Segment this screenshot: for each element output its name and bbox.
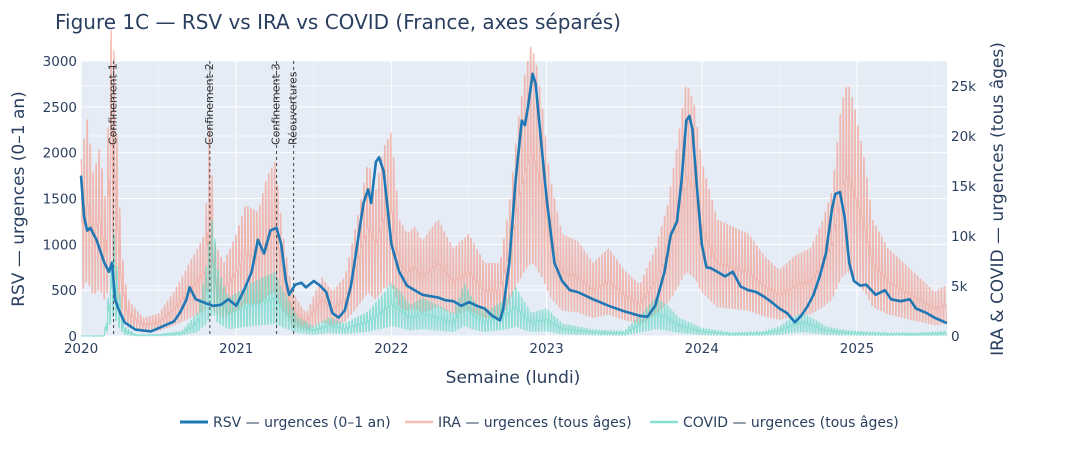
y-left-tick-label: 0 [68,329,77,345]
y-right-tick-label: 5k [951,279,968,295]
y-right-tick-label: 25k [951,79,976,95]
y-left-tick-label: 3000 [43,54,77,70]
chart-title: Figure 1C — RSV vs IRA vs COVID (France,… [55,10,621,34]
covid-line [81,220,947,337]
legend-item[interactable]: COVID — urgences (tous âges) [650,415,899,431]
y-right-tick-label: 15k [951,179,976,195]
y-left-tick-label: 2000 [43,146,77,162]
x-axis-title: Semaine (lundi) [446,368,581,388]
rsv-line [79,72,948,333]
legend-label: COVID — urgences (tous âges) [683,415,899,431]
axes: 2020 2021 2022 2023 2024 2025 0 500 1000 1500 2000… [43,54,977,357]
ira-line [80,30,947,333]
annotations: Confinement-1 Confinement-2 Confinement-3 R… [107,61,300,336]
annotation-label: Confinement-3 [270,63,283,145]
y-right-axis-title: IRA & COVID — urgences (tous âges) [988,42,1008,356]
legend-label: IRA — urgences (tous âges) [438,415,632,431]
x-tick-label: 2021 [219,341,253,357]
x-tick-label: 2022 [374,341,408,357]
y-right-tick-label: 0 [951,329,960,345]
legend-label: RSV — urgences (0–1 an) [213,415,391,431]
y-left-tick-label: 1000 [43,237,77,253]
annotation-label: Confinement-1 [107,63,120,145]
y-left-tick-label: 500 [51,283,77,299]
legend-item[interactable]: RSV — urgences (0–1 an) [180,415,391,431]
covid-series [81,220,947,337]
x-tick-label: 2023 [529,341,563,357]
ira-series [80,30,947,333]
annotation-label: Confinement-2 [203,63,216,145]
y-left-tick-label: 2500 [43,100,77,116]
legend-item[interactable]: IRA — urgences (tous âges) [405,415,632,431]
rsv-series [79,72,948,333]
y-left-tick-label: 1500 [43,192,77,208]
x-tick-label: 2020 [64,341,98,357]
annotation-label: Réouvertures [287,71,300,145]
y-left-axis-title: RSV — urgences (0–1 an) [9,91,29,307]
x-tick-label: 2024 [685,341,719,357]
x-tick-label: 2025 [840,341,874,357]
y-right-tick-label: 20k [951,129,976,145]
y-right-tick-label: 10k [951,229,976,245]
legend[interactable]: RSV — urgences (0–1 an) IRA — urgences (t… [180,415,899,431]
